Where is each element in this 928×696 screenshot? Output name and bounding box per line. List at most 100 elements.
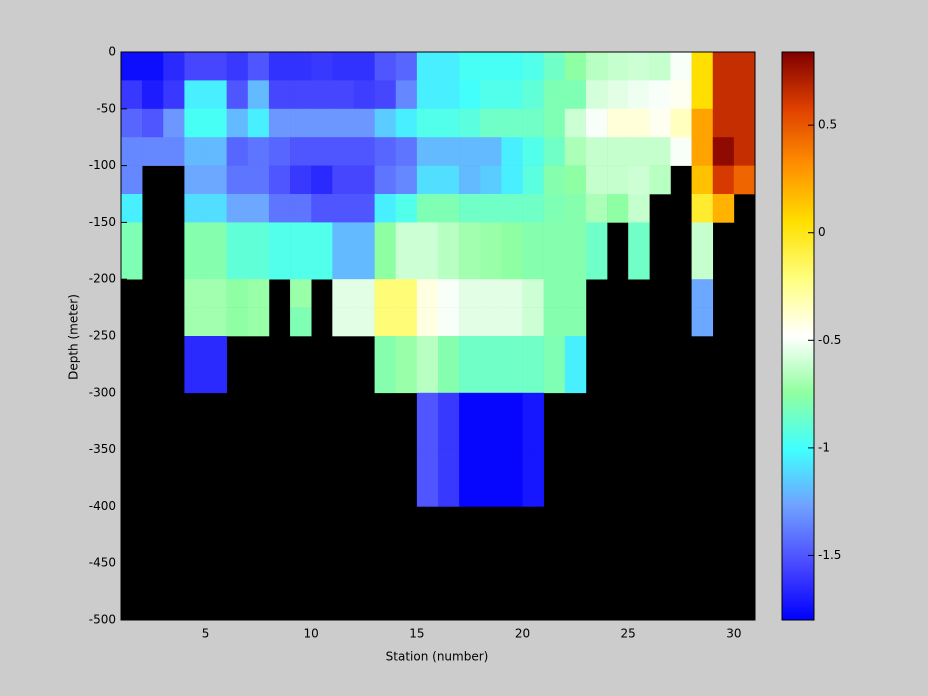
cell — [226, 307, 249, 337]
cell — [311, 222, 333, 252]
cell — [163, 52, 185, 81]
cell — [121, 80, 143, 110]
cell — [607, 52, 629, 81]
cell — [438, 279, 460, 308]
cell — [480, 194, 502, 223]
cell — [459, 250, 481, 280]
cell — [416, 80, 439, 110]
cell — [311, 165, 333, 195]
cell — [480, 165, 502, 195]
cell — [438, 194, 460, 223]
cell — [564, 108, 587, 138]
cell — [290, 307, 312, 337]
cell — [459, 307, 481, 337]
x-tick-label: 15 — [409, 627, 424, 641]
cell — [607, 194, 629, 223]
cell — [628, 165, 650, 195]
cell — [226, 108, 249, 138]
cell — [395, 250, 418, 280]
cell — [226, 52, 249, 81]
cell — [226, 80, 249, 110]
cell — [691, 250, 714, 280]
cell — [522, 52, 544, 81]
cell — [585, 52, 608, 81]
cell — [438, 108, 460, 138]
y-tick-label: -350 — [89, 442, 116, 456]
cell — [459, 108, 481, 138]
cell — [522, 364, 544, 394]
cell — [353, 250, 375, 280]
cell — [501, 52, 523, 81]
cell — [480, 279, 502, 308]
cell — [691, 108, 714, 138]
cell — [332, 137, 354, 166]
cell — [247, 137, 270, 166]
cell — [438, 449, 460, 479]
cell — [163, 80, 185, 110]
cell — [733, 137, 756, 166]
cell — [395, 108, 418, 138]
cell — [480, 222, 502, 252]
x-tick-label: 20 — [515, 627, 530, 641]
cell — [247, 250, 270, 280]
cell — [649, 165, 671, 195]
cell — [268, 250, 291, 280]
cell — [374, 80, 397, 110]
x-tick-label: 30 — [726, 627, 741, 641]
cell — [733, 80, 756, 110]
cell — [480, 108, 502, 138]
cell — [205, 279, 227, 308]
cell — [247, 80, 270, 110]
cell — [395, 137, 418, 166]
cell — [268, 52, 291, 81]
cell — [438, 364, 460, 394]
cell — [416, 52, 439, 81]
cell — [184, 137, 206, 166]
cell — [290, 279, 312, 308]
cell — [438, 137, 460, 166]
cell — [290, 52, 312, 81]
cell — [290, 137, 312, 166]
cell — [416, 336, 439, 365]
cell — [522, 108, 544, 138]
cell — [416, 307, 439, 337]
cell — [712, 108, 735, 138]
cell — [691, 194, 714, 223]
cell — [184, 165, 206, 195]
cell — [543, 137, 566, 166]
cell — [543, 250, 566, 280]
y-axis-label: Depth (meter) — [67, 294, 81, 380]
cell — [712, 80, 735, 110]
cell — [226, 165, 249, 195]
cell — [142, 137, 164, 166]
cell — [416, 194, 439, 223]
cell — [564, 336, 587, 365]
cell — [353, 279, 375, 308]
cell — [374, 279, 397, 308]
cell — [733, 52, 756, 81]
cell — [543, 80, 566, 110]
cell — [691, 80, 714, 110]
cell — [585, 80, 608, 110]
cell — [438, 165, 460, 195]
cell — [332, 279, 354, 308]
cell — [607, 80, 629, 110]
cell — [543, 108, 566, 138]
cell — [353, 108, 375, 138]
cell — [353, 194, 375, 223]
cell — [459, 478, 481, 507]
cell — [438, 250, 460, 280]
cell — [459, 52, 481, 81]
cell — [628, 80, 650, 110]
cell — [416, 478, 439, 507]
cell — [501, 137, 523, 166]
y-tick-label: -400 — [89, 499, 116, 513]
cell — [564, 279, 587, 308]
cell — [121, 165, 143, 195]
cell — [564, 222, 587, 252]
cell — [459, 137, 481, 166]
cell — [649, 108, 671, 138]
cell — [670, 137, 692, 166]
cell — [438, 478, 460, 507]
colorbar-tick-label: -1.5 — [818, 548, 841, 562]
